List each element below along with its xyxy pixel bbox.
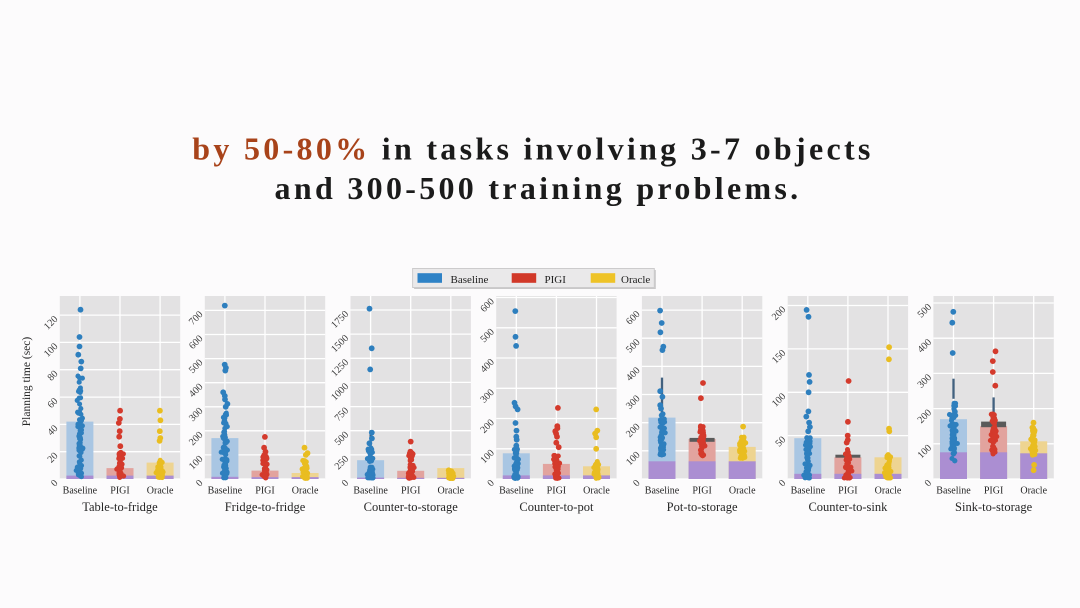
svg-text:Pot-to-storage: Pot-to-storage (667, 500, 738, 514)
svg-text:PIGI: PIGI (692, 486, 711, 497)
svg-text:Fridge-to-fridge: Fridge-to-fridge (225, 500, 306, 514)
svg-text:Oracle: Oracle (1020, 486, 1047, 497)
svg-text:Counter-to-pot: Counter-to-pot (519, 500, 594, 514)
svg-text:Oracle: Oracle (875, 486, 902, 497)
svg-text:Baseline: Baseline (499, 486, 534, 497)
svg-text:Oracle: Oracle (437, 486, 464, 497)
svg-text:and 300-500 training problems.: and 300-500 training problems. (275, 170, 802, 206)
svg-text:PIGI: PIGI (984, 486, 1003, 497)
svg-text:0: 0 (923, 478, 934, 489)
svg-text:PIGI: PIGI (255, 486, 274, 497)
svg-text:Sink-to-storage: Sink-to-storage (955, 500, 1033, 514)
svg-text:Oracle: Oracle (583, 486, 610, 497)
svg-text:Baseline: Baseline (63, 486, 98, 497)
svg-text:Baseline: Baseline (645, 486, 680, 497)
svg-text:Baseline: Baseline (208, 486, 243, 497)
svg-text:PIGI: PIGI (401, 486, 420, 497)
svg-text:Table-to-fridge: Table-to-fridge (82, 500, 158, 514)
svg-text:PIGI: PIGI (545, 274, 567, 286)
svg-text:Baseline: Baseline (353, 486, 388, 497)
svg-text:0: 0 (340, 478, 351, 489)
svg-text:Oracle: Oracle (292, 486, 319, 497)
svg-text:Planning time (sec): Planning time (sec) (21, 337, 33, 427)
svg-text:0: 0 (49, 478, 60, 489)
svg-text:Baseline: Baseline (791, 486, 826, 497)
svg-text:0: 0 (486, 478, 497, 489)
svg-text:Baseline: Baseline (936, 486, 971, 497)
svg-text:Counter-to-storage: Counter-to-storage (364, 500, 459, 514)
svg-text:PIGI: PIGI (110, 486, 129, 497)
svg-text:PIGI: PIGI (547, 486, 566, 497)
svg-text:0: 0 (777, 478, 788, 489)
svg-text:Oracle: Oracle (621, 274, 650, 286)
svg-text:0: 0 (631, 478, 642, 489)
svg-text:Oracle: Oracle (147, 486, 174, 497)
svg-text:0: 0 (194, 478, 205, 489)
svg-text:PIGI: PIGI (838, 486, 857, 497)
svg-text:by 50-80% in tasks involving 3: by 50-80% in tasks involving 3-7 objects (192, 131, 873, 167)
svg-text:Baseline: Baseline (451, 274, 489, 286)
svg-text:Oracle: Oracle (729, 486, 756, 497)
svg-text:Counter-to-sink: Counter-to-sink (808, 500, 888, 514)
